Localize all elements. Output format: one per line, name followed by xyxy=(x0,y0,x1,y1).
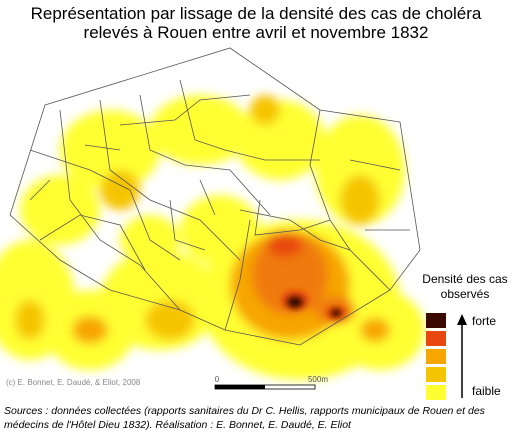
street-network xyxy=(9,47,421,346)
legend-arrow xyxy=(457,314,467,398)
legend-swatches xyxy=(426,313,446,400)
scale-bar xyxy=(214,384,316,390)
legend-title: Densité des cas xyxy=(422,272,507,286)
title-line: relevés à Rouen entre avril et novembre … xyxy=(84,23,429,42)
sources-line: Sources : données collectées (rapports s… xyxy=(4,405,486,417)
legend-high: forte xyxy=(472,314,496,328)
scale-start: 0 xyxy=(215,375,220,384)
scale-end: 500m xyxy=(308,375,328,384)
sources-line: médecins de l'Hôtel Dieu 1832). Réalisat… xyxy=(4,419,352,431)
legend-low: faible xyxy=(472,384,501,398)
density-surface xyxy=(0,95,425,380)
map-credit: (c) E. Bonnet, E. Daudé, & Eliot, 2008 xyxy=(6,378,141,387)
legend-title: observés xyxy=(441,287,490,301)
density-peaks xyxy=(281,290,346,320)
title-line: Représentation par lissage de la densité… xyxy=(31,4,482,23)
